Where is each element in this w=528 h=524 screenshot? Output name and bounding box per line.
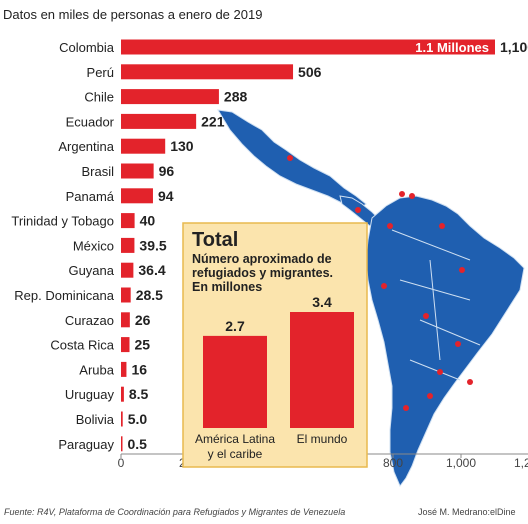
category-label: Curazao [65,313,114,328]
map-border [399,279,471,301]
value-label: 40 [140,213,156,229]
red-dot-marker [399,191,405,197]
value-label: 5.0 [128,411,148,427]
category-label: Colombia [59,40,115,55]
category-label: Guyana [68,263,114,278]
value-label: 39.5 [139,237,166,253]
red-dot-marker [387,223,393,229]
category-label: Chile [84,90,114,105]
category-label: Bolivia [76,412,115,427]
category-label: Perú [87,65,114,80]
value-label: 94 [158,188,174,204]
category-label: Panamá [66,189,115,204]
tick-label: 1,000 [446,456,476,470]
category-label: Ecuador [66,114,115,129]
category-label: México [73,238,114,253]
bar [121,237,135,253]
red-dot-marker [381,283,387,289]
total-panel-subtitle-line: Número aproximado de [192,252,332,266]
bar [121,138,166,154]
category-label: Aruba [79,362,114,377]
bar [121,361,127,377]
category-label: Paraguay [58,437,114,452]
value-label: 1,100 [500,39,528,55]
bar [121,213,135,229]
red-dot-marker [409,193,415,199]
value-label: 96 [159,163,175,179]
red-dot-marker [355,207,361,213]
bar [121,188,153,204]
total-panel-subtitle-line: En millones [192,280,262,294]
value-label: 0.5 [128,436,148,452]
map-border [429,259,441,361]
bar [121,262,134,278]
value-label: 26 [135,312,151,328]
red-dot-marker [403,405,409,411]
bar [121,89,219,105]
bar [121,386,124,402]
category-label: Argentina [58,139,114,154]
value-label: 25 [135,337,151,353]
red-dot-marker [459,267,465,273]
total-panel-subtitle: Número aproximado de refugiados y migran… [192,252,337,294]
main-bar-chart: Colombia 1,100 1.1 Millones Perú 506 Chile 288… [11,39,528,452]
source-note: Fuente: R4V, Plataforma de Coordinación … [4,507,345,517]
category-label: Rep. Dominicana [14,288,114,303]
value-label: 288 [224,89,248,105]
value-label: 36.4 [138,262,165,278]
total-panel-subtitle-line: refugiados y migrantes. [192,266,333,280]
total-category-label: El mundo [297,432,348,446]
category-label: Trinidad y Tobago [11,214,114,229]
red-dot-marker [467,379,473,385]
value-label: 506 [298,64,322,80]
bar [121,287,131,303]
total-category-label: y el caribe [208,447,263,461]
map-border [409,359,461,381]
tick-label: 800 [383,456,403,470]
value-label: 130 [170,138,194,154]
total-category-label: América Latina [195,432,275,446]
value-label: 8.5 [129,386,149,402]
bar [121,411,123,427]
red-dot-marker [437,369,443,375]
category-label: Costa Rica [50,338,114,353]
tick-label: 0 [118,456,125,470]
value-label: 28.5 [136,287,163,303]
bar [121,64,294,80]
value-label: 16 [131,361,147,377]
total-bar [203,335,267,428]
total-panel-title: Total [192,229,238,251]
total-bar [290,312,354,428]
bar [121,39,495,55]
map-border [419,319,481,346]
chart-subtitle: Datos en miles de personas a enero de 20… [3,7,262,22]
red-dot-marker [423,313,429,319]
tick-label: 1,200 [514,456,528,470]
red-dot-marker [287,155,293,161]
map-border [391,229,471,261]
bar [121,163,154,179]
category-label: Brasil [81,164,114,179]
category-label: Uruguay [65,387,115,402]
bar [121,113,197,129]
red-dot-marker [455,341,461,347]
total-value-label: 2.7 [225,318,245,334]
red-dot-marker [439,223,445,229]
credit-note: José M. Medrano:elDine [418,507,516,517]
total-value-label: 3.4 [312,294,332,310]
bar [121,337,130,353]
bar [121,312,130,328]
total-panel: Total Número aproximado de refugiados y … [182,222,368,468]
red-dot-marker [427,393,433,399]
value-label: 221 [201,113,225,129]
bar [121,436,123,452]
annotation-label: 1.1 Millones [415,40,489,55]
south-america-map [217,109,525,487]
map-south-america [365,195,525,487]
